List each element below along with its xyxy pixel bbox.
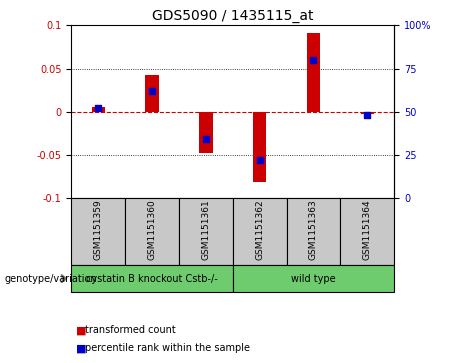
Point [310, 57, 317, 63]
Point [95, 105, 102, 111]
Bar [179, 198, 233, 265]
Point [202, 136, 210, 142]
Bar [71, 198, 125, 265]
Text: transformed count: transformed count [85, 325, 176, 335]
Bar [92, 107, 105, 112]
Bar [340, 198, 394, 265]
Bar [361, 112, 374, 114]
Point [148, 88, 156, 94]
Bar [71, 265, 233, 292]
Bar [125, 198, 179, 265]
Title: GDS5090 / 1435115_at: GDS5090 / 1435115_at [152, 9, 313, 23]
Text: GSM1151363: GSM1151363 [309, 200, 318, 260]
Text: ■: ■ [76, 343, 87, 354]
Text: genotype/variation: genotype/variation [5, 274, 97, 284]
Bar [199, 112, 213, 153]
Bar [145, 74, 159, 112]
Bar [287, 198, 340, 265]
Text: percentile rank within the sample: percentile rank within the sample [85, 343, 250, 354]
Bar [307, 33, 320, 112]
Text: GSM1151361: GSM1151361 [201, 200, 210, 260]
Text: GSM1151364: GSM1151364 [363, 200, 372, 260]
Text: cystatin B knockout Cstb-/-: cystatin B knockout Cstb-/- [86, 274, 218, 284]
Bar [253, 112, 266, 182]
Text: GSM1151360: GSM1151360 [148, 200, 157, 260]
Bar [233, 265, 394, 292]
Point [256, 157, 263, 163]
Text: GSM1151362: GSM1151362 [255, 200, 264, 260]
Bar [233, 198, 287, 265]
Text: wild type: wild type [291, 274, 336, 284]
Point [364, 112, 371, 118]
Text: GSM1151359: GSM1151359 [94, 200, 103, 260]
Text: ■: ■ [76, 325, 87, 335]
